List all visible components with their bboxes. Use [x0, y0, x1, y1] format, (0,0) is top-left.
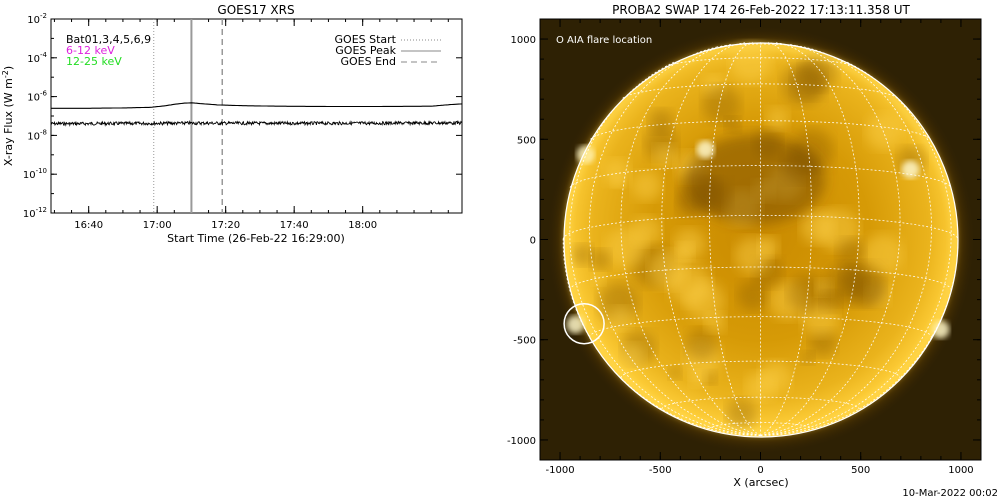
goes-y-tick-label: 10-8: [27, 128, 47, 142]
swap-solar-image: O AIA flare location: [540, 19, 981, 460]
solar-texture-patch: [590, 249, 611, 270]
solar-texture-patch: [704, 312, 726, 334]
swap-y-axis-ticks: 1000 500 0 -500 -1000: [507, 35, 981, 447]
solar-texture-patch: [758, 236, 780, 258]
solar-texture-patch: [801, 351, 815, 365]
grid-line: [569, 266, 952, 291]
solar-texture-patch: [800, 209, 835, 244]
grid-line: [760, 43, 901, 436]
solar-texture-patch: [724, 116, 741, 133]
solar-texture-patch: [632, 171, 663, 202]
grid-line: [622, 83, 899, 99]
solar-texture-patch: [653, 144, 677, 167]
grid-line: [760, 239, 959, 436]
grid-line: [590, 120, 931, 140]
active-region: [566, 315, 585, 334]
goes-x-axis-ticks: 16:40 17:00 17:20 17:40 18:00: [53, 19, 449, 231]
grid-line: [620, 43, 761, 436]
goes-series-layer: [51, 102, 462, 127]
goes-x-tick-label: 17:40: [280, 220, 309, 231]
swap-x-tick-label: -500: [649, 465, 672, 476]
swap-x-tick-label: -1000: [546, 465, 575, 476]
solar-surface-texture: [564, 42, 957, 436]
legend-entry-bat: Bat01,3,4,5,6,9: [66, 33, 151, 46]
grid-line: [760, 46, 932, 436]
solar-texture-patch: [603, 158, 631, 186]
active-region: [901, 160, 920, 179]
grid-line: [760, 61, 952, 436]
swap-y-tick-label: -500: [513, 336, 536, 347]
swap-y-tick-label: 500: [517, 135, 536, 146]
heliographic-grid: [562, 41, 959, 436]
goes-y-axis-label: X-ray Flux (W m-2): [1, 66, 15, 166]
grid-line: [589, 46, 761, 436]
goes-y-tick-label: 10-2: [27, 12, 47, 26]
goes-y-axis-ticks: 10-2 10-4 10-6 10-8 10-10 10-12: [23, 12, 462, 220]
solar-texture-patch: [866, 113, 903, 150]
goes-legend-right: GOES Start GOES Peak GOES End: [335, 33, 441, 68]
goes-y-tick-label: 10-12: [23, 206, 47, 220]
solar-texture-patch: [668, 366, 682, 380]
swap-y-tick-label: -1000: [507, 436, 536, 447]
solar-texture-patch: [726, 398, 757, 430]
goes-x-tick-label: 17:20: [211, 220, 240, 231]
goes-series-line: [51, 119, 462, 127]
solar-texture-patch: [648, 109, 674, 134]
goes-event-markers: [153, 19, 223, 213]
solar-texture-patch: [668, 263, 712, 306]
solar-texture-patch: [853, 274, 885, 306]
solar-texture-patch: [836, 238, 866, 267]
goes-x-axis-label: Start Time (26-Feb-22 16:29:00): [167, 232, 345, 245]
swap-image-panel: PROBA2 SWAP 174 26-Feb-2022 17:13:11.358…: [507, 3, 998, 499]
grid-line: [760, 42, 860, 436]
swap-x-tick-label: 1000: [948, 465, 973, 476]
swap-x-tick-label: 500: [851, 465, 870, 476]
solar-texture-patch: [702, 85, 741, 124]
swap-x-tick-label: 0: [757, 465, 763, 476]
swap-chart-title: PROBA2 SWAP 174 26-Feb-2022 17:13:11.358…: [612, 3, 910, 17]
flare-location-circle: [563, 302, 605, 345]
solar-texture-patch: [673, 228, 705, 261]
swap-y-tick-label: 1000: [511, 35, 536, 46]
solar-texture-patch: [631, 216, 662, 246]
solar-texture-patch: [800, 53, 838, 91]
goes-x-tick-label: 17:00: [143, 220, 172, 231]
legend-entry-goes-end: GOES End: [340, 55, 396, 68]
solar-texture-patch: [620, 343, 646, 368]
legend-entry-goes-start: GOES Start: [335, 33, 397, 46]
goes-x-tick-label: 18:00: [348, 220, 377, 231]
goes-x-tick-label: 16:40: [74, 220, 103, 231]
grid-line: [562, 239, 761, 436]
grid-line: [661, 42, 761, 436]
swap-y-tick-label: 0: [530, 236, 536, 247]
goes-y-tick-label: 10-4: [27, 51, 47, 65]
solar-texture-patch: [737, 280, 768, 311]
coronal-hole: [685, 134, 826, 225]
swap-x-axis-ticks: -1000 -500 0 500 1000: [546, 19, 974, 476]
goes-chart-title: GOES17 XRS: [217, 3, 294, 17]
flare-annotation: O AIA flare location: [556, 35, 652, 46]
active-region: [696, 140, 715, 159]
grid-line: [661, 396, 860, 410]
swap-x-axis-label: X (arcsec): [733, 476, 788, 489]
solar-texture-patch: [689, 370, 707, 388]
solar-texture-patch: [571, 244, 593, 266]
legend-entry-12-25kev: 12-25 keV: [66, 55, 122, 68]
legend-entry-goes-peak: GOES Peak: [335, 44, 396, 57]
solar-texture-patch: [730, 42, 771, 84]
solar-texture-patch: [759, 360, 792, 393]
goes-y-tick-label: 10-10: [23, 167, 47, 181]
goes-xrs-panel: GOES17 XRS 10-2 10-4 10-6 10-8 10-10 10-12 16…: [1, 3, 463, 245]
goes-legend-left: Bat01,3,4,5,6,9 6-12 keV 12-25 keV: [66, 33, 151, 68]
goes-y-tick-label: 10-6: [27, 90, 47, 104]
footer-timestamp: 10-Mar-2022 00:02: [902, 488, 998, 499]
solar-texture-patch: [685, 329, 718, 361]
grid-line: [569, 61, 761, 436]
grid-line: [716, 43, 805, 48]
solar-texture-patch: [766, 107, 789, 131]
legend-entry-6-12kev: 6-12 keV: [66, 44, 115, 57]
goes-series-line: [51, 102, 462, 109]
